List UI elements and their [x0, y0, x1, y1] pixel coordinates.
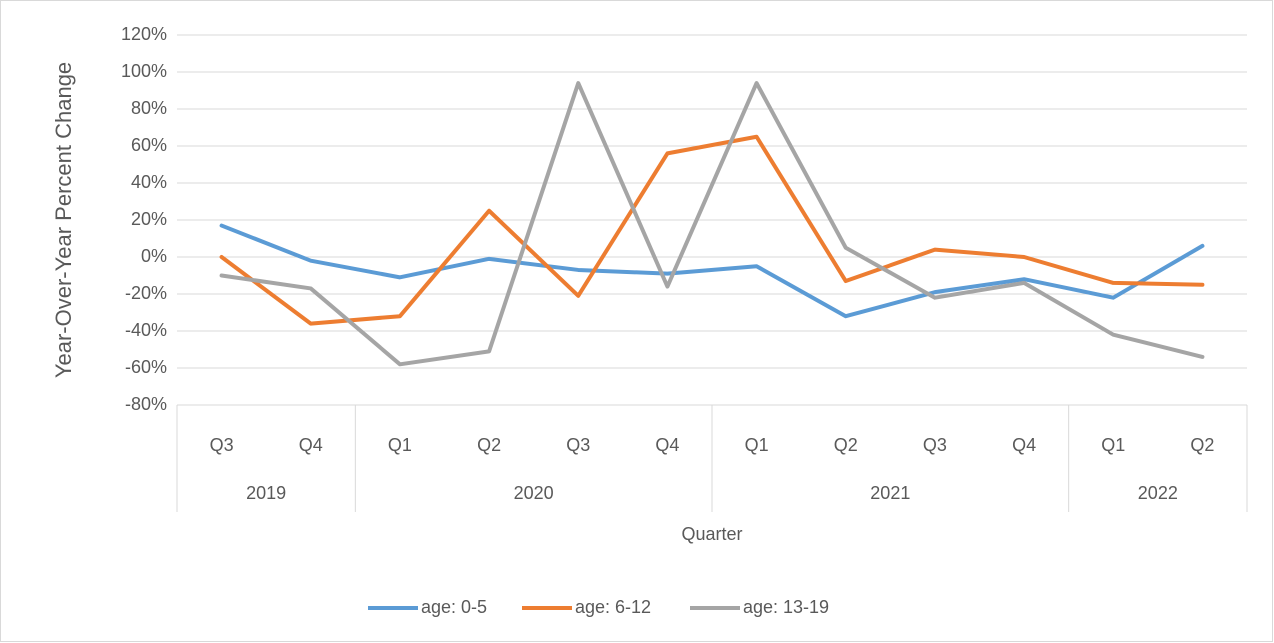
y-tick-label: 120% [121, 24, 167, 44]
x-tick-label: Q1 [745, 435, 769, 455]
x-axis-title: Quarter [681, 524, 742, 544]
y-tick-label: -20% [125, 283, 167, 303]
legend-label: age: 6-12 [575, 597, 651, 617]
x-tick-label: Q2 [477, 435, 501, 455]
y-tick-label: -40% [125, 320, 167, 340]
series-line [219, 81, 1205, 367]
x-tick-label: Q2 [1190, 435, 1214, 455]
x-tick-label: Q4 [1012, 435, 1036, 455]
series-line [219, 223, 1205, 319]
x-tick-label: Q1 [388, 435, 412, 455]
x-tick-label: Q4 [299, 435, 323, 455]
y-tick-label: -60% [125, 357, 167, 377]
y-tick-label: 20% [131, 209, 167, 229]
x-tick-label: Q4 [655, 435, 679, 455]
x-group-label: 2019 [246, 483, 286, 503]
y-tick-label: -80% [125, 394, 167, 414]
x-tick-label: Q3 [566, 435, 590, 455]
x-tick-label: Q3 [210, 435, 234, 455]
y-tick-label: 40% [131, 172, 167, 192]
x-tick-label: Q2 [834, 435, 858, 455]
x-tick-label: Q3 [923, 435, 947, 455]
series-line [219, 134, 1205, 326]
y-tick-label: 100% [121, 61, 167, 81]
x-group-label: 2021 [870, 483, 910, 503]
x-group-label: 2020 [514, 483, 554, 503]
x-tick-label: Q1 [1101, 435, 1125, 455]
y-tick-label: 60% [131, 135, 167, 155]
legend-label: age: 0-5 [421, 597, 487, 617]
y-axis-title: Year-Over-Year Percent Change [51, 62, 76, 378]
y-tick-label: 80% [131, 98, 167, 118]
legend-label: age: 13-19 [743, 597, 829, 617]
x-group-label: 2022 [1138, 483, 1178, 503]
y-tick-label: 0% [141, 246, 167, 266]
